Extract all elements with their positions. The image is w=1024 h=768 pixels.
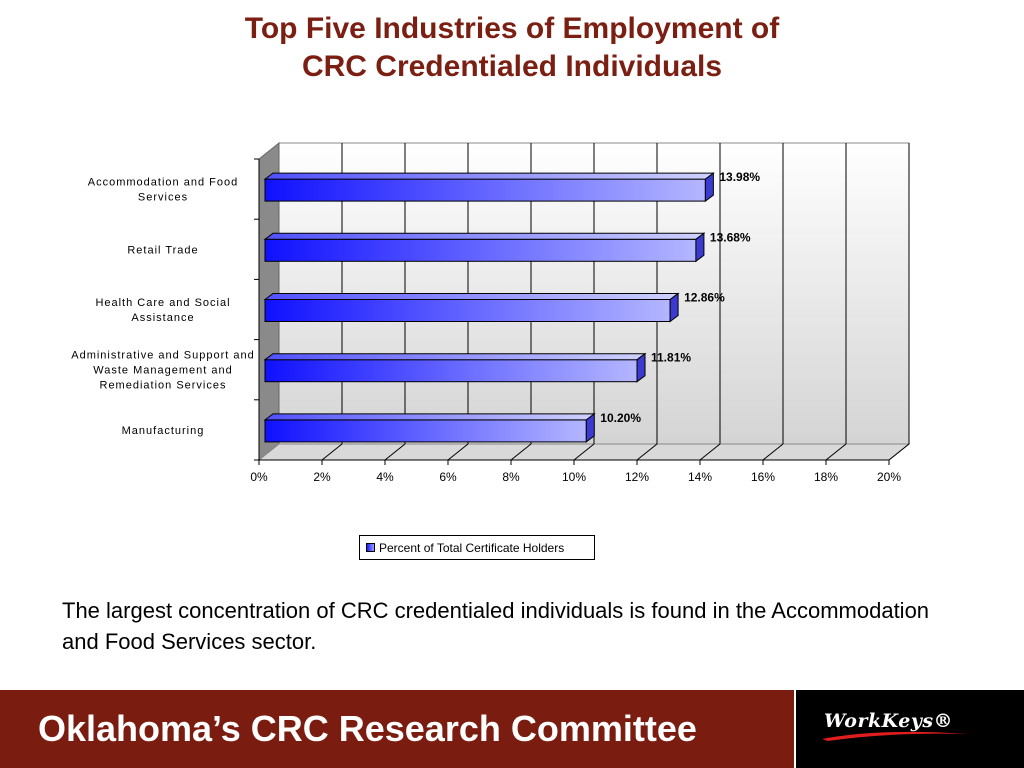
data-label: 10.20% [600,411,641,425]
x-tick-label: 0% [250,470,268,484]
x-tick-label: 2% [313,470,331,484]
bar-end [695,232,705,263]
bar-top [263,413,596,421]
footer-bar: Oklahoma’s CRC Research Committee WorkKe… [0,690,1024,768]
bar-end [704,172,714,203]
footer-title: Oklahoma’s CRC Research Committee [38,708,697,749]
gridline-floor [447,443,469,461]
x-tick-label: 8% [502,470,520,484]
y-category-label: Remediation Services [100,380,227,392]
workkeys-logo-text: WorkKeys® [824,710,954,732]
x-tick-label: 18% [814,470,838,484]
x-tick-label: 10% [562,470,586,484]
y-category-label: Manufacturing [122,425,205,437]
gridline-floor [636,443,658,461]
x-tick-label: 12% [625,470,649,484]
gridline-floor [888,443,910,461]
bar-top [263,172,715,180]
bar-chart: 0% 2% 4% 6% 8% 10% 12% 14% 16% 18% 20% 13.98% Accomm… [71,141,911,484]
bar-top [263,232,706,240]
gridline-floor [573,443,595,461]
data-label: 13.68% [710,230,751,244]
bar-end [585,412,595,443]
bar [264,238,697,262]
y-category-label: Administrative and Support and [71,350,254,362]
bar-top [263,293,680,300]
logo-swoosh-icon [822,731,968,741]
gridline-floor [321,443,343,461]
bar-end [636,352,646,383]
gridline-floor [762,443,784,461]
y-category-label: Waste Management and [93,365,232,377]
gridline-floor [699,443,721,461]
bar [264,419,587,443]
slide-title: Top Five Industries of Employment of CRC… [0,10,1024,86]
data-label: 13.98% [719,170,760,184]
bar [264,299,671,322]
x-tick-label: 6% [439,470,457,484]
bar [264,359,638,383]
x-tick-label: 4% [376,470,394,484]
slide-title-line-2: CRC Credentialed Individuals [301,50,723,83]
bar-end [669,292,679,323]
x-tick-label: 16% [751,470,775,484]
y-category-label: Health Care and Social [95,297,230,309]
data-label: 12.86% [684,291,725,305]
y-category-label: Assistance [131,312,194,324]
legend-swatch [366,543,375,552]
y-category-label: Services [138,192,188,204]
bar-top [263,353,647,361]
y-category-label: Retail Trade [127,244,198,256]
workkeys-logo: WorkKeys® [794,690,1024,768]
bar [264,178,706,202]
gridline-floor [510,443,532,461]
chart-legend: Percent of Total Certificate Holders [359,535,595,560]
caption-text: The largest concentration of CRC credent… [62,598,930,654]
legend-label: Percent of Total Certificate Holders [379,540,565,555]
gridline-floor [384,443,406,461]
data-label: 11.81% [651,351,691,365]
x-tick-label: 20% [877,470,901,484]
y-category-label: Accommodation and Food [88,177,238,189]
x-tick-label: 14% [688,470,712,484]
slide-title-line-1: Top Five Industries of Employment of [244,12,780,45]
gridline-floor [825,443,847,461]
